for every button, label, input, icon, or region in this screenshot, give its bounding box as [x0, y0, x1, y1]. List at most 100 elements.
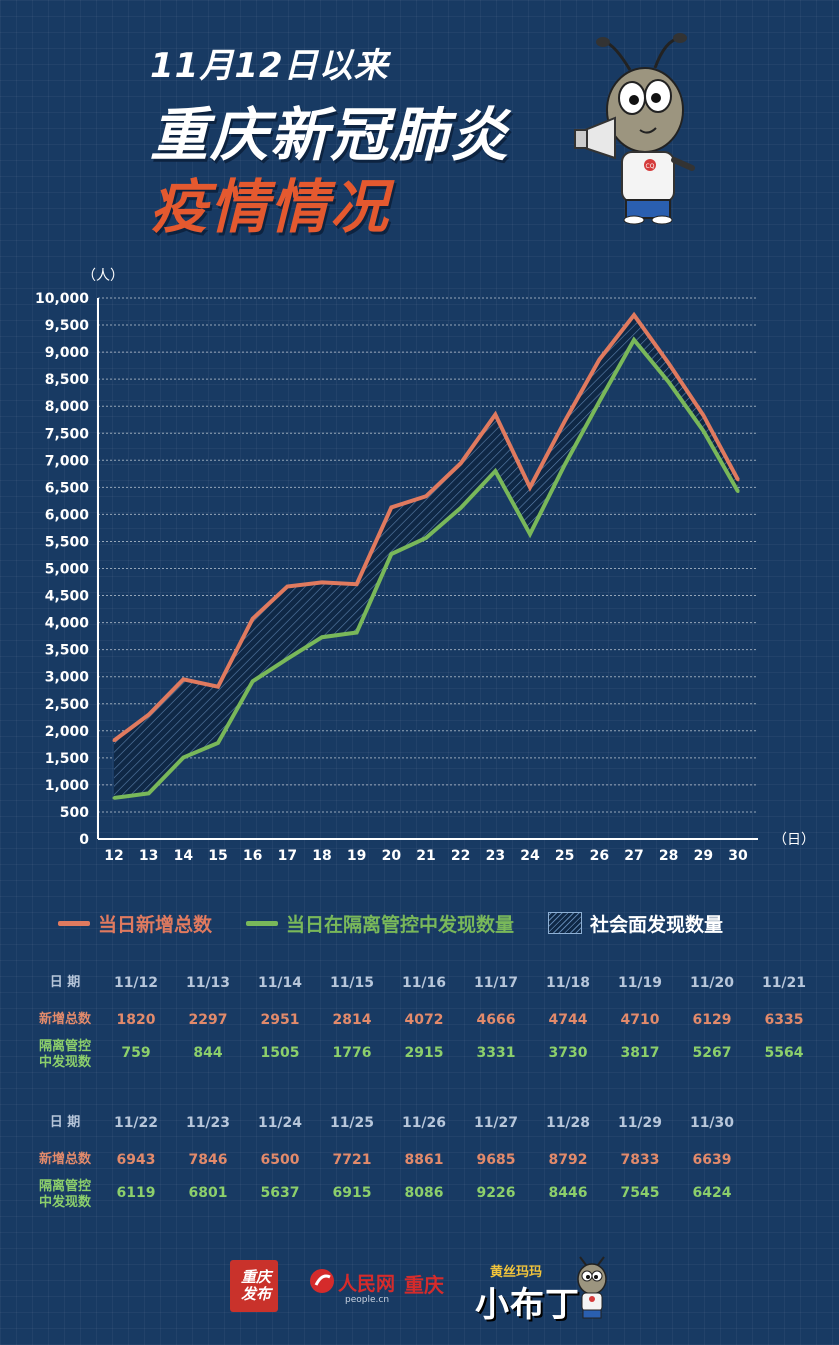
table-cell-isolation: 7545 — [620, 1185, 660, 1201]
table-cell-date: 11/12 — [113, 975, 159, 991]
people-daily-logo-icon — [310, 1269, 334, 1293]
x-tick-label: 18 — [312, 848, 331, 864]
x-tick-label: 22 — [451, 848, 470, 864]
legend-item-total: 当日新增总数 — [58, 910, 212, 937]
y-tick-label: 4,500 — [45, 589, 90, 605]
table-cell-isolation: 3730 — [548, 1045, 588, 1061]
data-point — [459, 506, 463, 510]
legend-label-isolation: 当日在隔离管控中发现数量 — [286, 913, 515, 936]
chongqing-release-logo-text: 重庆发布 — [240, 1268, 271, 1303]
x-axis-unit: （日） — [773, 832, 815, 848]
data-point — [216, 685, 220, 689]
table-cell-total: 8792 — [548, 1152, 588, 1168]
table-cell-total: 4710 — [620, 1012, 660, 1028]
data-point — [563, 463, 567, 467]
table-cell-isolation: 759 — [121, 1045, 151, 1061]
data-point — [563, 419, 567, 423]
y-tick-label: 3,500 — [45, 643, 90, 659]
table-row-dates: 日 期 11/12 11/13 11/14 11/15 11/16 11/17 11/18 1… — [30, 975, 820, 991]
table-header-isolation-l1: 隔离管控 — [38, 1179, 91, 1194]
people-daily-logo-url: people.cn — [345, 1295, 390, 1305]
y-tick-label: 2,500 — [45, 697, 90, 713]
table-row-isolation: 隔离管控 中发现数 6119 6801 5637 6915 8086 9226 8446 75… — [30, 1179, 748, 1211]
table-cell-date: 11/30 — [689, 1115, 735, 1131]
table-cell-isolation: 8446 — [548, 1185, 588, 1201]
y-tick-label: 8,000 — [45, 399, 90, 415]
x-tick-label: 13 — [139, 848, 158, 864]
x-tick-label: 17 — [278, 848, 297, 864]
table-cell-date: 11/18 — [545, 975, 591, 991]
table-cell-date: 11/20 — [689, 975, 735, 991]
table-cell-date: 11/15 — [329, 975, 375, 991]
data-point — [667, 361, 671, 365]
table-cell-isolation: 1776 — [332, 1045, 372, 1061]
community-area — [114, 315, 738, 798]
data-point — [459, 461, 463, 465]
table-cell-total: 6943 — [116, 1152, 156, 1168]
data-point — [632, 313, 636, 317]
brand-name: 小布丁 — [475, 1285, 580, 1325]
table-cell-date: 11/14 — [257, 975, 303, 991]
table-cell-isolation: 5564 — [764, 1045, 804, 1061]
x-tick-label: 29 — [694, 848, 713, 864]
data-point — [424, 536, 428, 540]
table-header-total: 新增总数 — [38, 1152, 91, 1167]
table-cell-total: 9685 — [476, 1152, 516, 1168]
mascot-badge-text: CQ — [646, 163, 655, 170]
y-tick-label: 7,500 — [45, 426, 90, 442]
x-tick-label: 28 — [659, 848, 678, 864]
table-cell-isolation: 6801 — [188, 1185, 228, 1201]
table-cell-total: 4744 — [548, 1012, 588, 1028]
x-tick-label: 27 — [624, 848, 643, 864]
x-tick-label: 19 — [347, 848, 366, 864]
data-point — [597, 358, 601, 362]
table-cell-total: 7721 — [332, 1152, 372, 1168]
data-point — [355, 582, 359, 586]
title-line-1: 11月12日以来 — [150, 46, 389, 86]
data-point — [701, 429, 705, 433]
y-tick-label: 5,500 — [45, 534, 90, 550]
table-cell-total: 2297 — [188, 1012, 228, 1028]
mascot-small-illustration — [577, 1256, 607, 1319]
table-cell-isolation: 3817 — [620, 1045, 660, 1061]
table-row-total: 新增总数 1820 2297 2951 2814 4072 4666 4744 4710 612… — [30, 1012, 820, 1028]
title-line-2: 重庆新冠肺炎 — [150, 101, 511, 169]
y-tick-label: 10,000 — [35, 291, 89, 307]
table-cell-date: 11/29 — [617, 1115, 663, 1131]
y-tick-label: 4,000 — [45, 616, 90, 632]
data-point — [285, 657, 289, 661]
data-point — [528, 532, 532, 536]
table-row-total: 新增总数 6943 7846 6500 7721 8861 9685 8792 7833 663… — [30, 1152, 748, 1168]
table-cell-date: 11/17 — [473, 975, 519, 991]
people-daily-logo-text: 人民网 — [338, 1273, 396, 1295]
data-point — [285, 585, 289, 589]
table-cell-isolation: 844 — [193, 1045, 223, 1061]
y-tick-label: 0 — [79, 832, 89, 848]
data-point — [736, 478, 740, 482]
y-tick-label: 1,500 — [45, 751, 90, 767]
table-cell-total: 6639 — [692, 1152, 732, 1168]
table-cell-date: 11/25 — [329, 1115, 375, 1131]
people-daily-region-text: 重庆 — [404, 1273, 444, 1297]
data-point — [493, 469, 497, 473]
table-cell-isolation: 3331 — [476, 1045, 516, 1061]
y-tick-label: 7,000 — [45, 453, 90, 469]
x-tick-label: 15 — [208, 848, 227, 864]
table-cell-total: 2951 — [260, 1012, 300, 1028]
y-tick-label: 8,500 — [45, 372, 90, 388]
table-cell-total: 7846 — [188, 1152, 228, 1168]
x-tick-label: 21 — [416, 848, 435, 864]
x-tick-label: 16 — [243, 848, 262, 864]
table-cell-date: 11/22 — [113, 1115, 159, 1131]
table-cell-isolation: 6119 — [116, 1185, 156, 1201]
data-point — [320, 635, 324, 639]
legend-label-total: 当日新增总数 — [98, 913, 213, 936]
data-point — [355, 631, 359, 635]
x-tick-label: 24 — [520, 848, 540, 864]
data-point — [667, 380, 671, 384]
table-header-isolation-l1: 隔离管控 — [38, 1039, 91, 1054]
table-cell-total: 2814 — [332, 1012, 372, 1028]
x-tick-label: 20 — [382, 848, 402, 864]
data-point — [701, 413, 705, 417]
table-cell-date: 11/16 — [401, 975, 447, 991]
